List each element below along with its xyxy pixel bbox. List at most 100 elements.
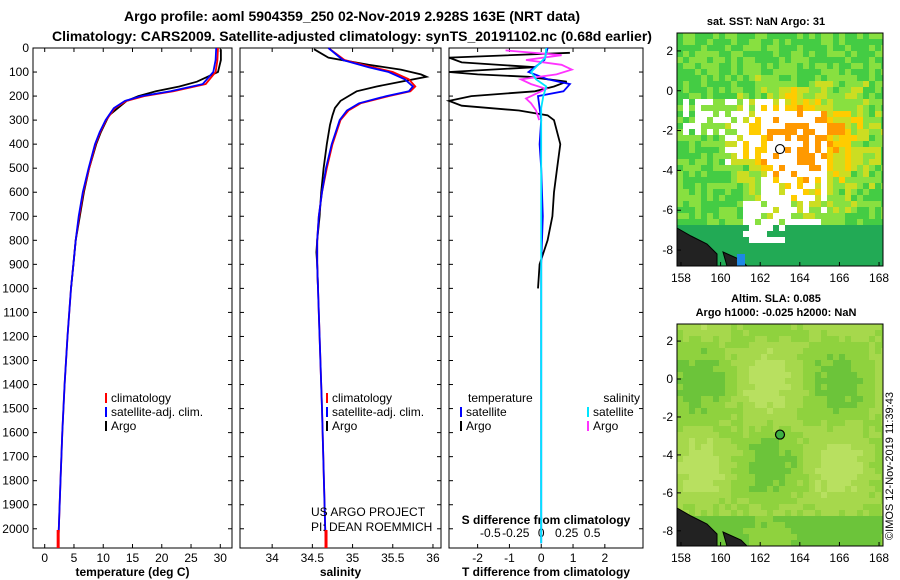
sla-cell: [785, 348, 791, 354]
y-tick-label: 1400: [2, 378, 29, 392]
sst-cell: [857, 33, 863, 39]
sla-cell: [869, 516, 875, 522]
sla-cell: [767, 468, 773, 474]
sla-cell: [881, 366, 883, 372]
sla-cell: [815, 378, 821, 384]
sst-cell: [815, 249, 821, 255]
sst-cell: [725, 129, 731, 135]
sst-cell: [791, 69, 797, 75]
sst-cell: [791, 177, 797, 183]
sst-cell: [707, 63, 713, 69]
sst-cell: [677, 135, 683, 141]
sla-cell: [719, 324, 725, 330]
sla-cell: [767, 426, 773, 432]
sst-cell: [713, 39, 719, 45]
sst-cell: [773, 213, 779, 219]
sla-cell: [821, 408, 827, 414]
sla-cell: [701, 492, 707, 498]
sst-cell: [839, 249, 845, 255]
sst-cell: [749, 81, 755, 87]
sst-cell: [707, 135, 713, 141]
sst-cell: [851, 159, 857, 165]
sla-cell: [815, 342, 821, 348]
sst-cell: [797, 93, 803, 99]
sla-cell: [701, 354, 707, 360]
sla-cell: [677, 396, 683, 402]
sst-cell: [713, 207, 719, 213]
sla-cell: [833, 438, 839, 444]
sla-cell: [863, 354, 869, 360]
sst-cell: [875, 135, 881, 141]
sla-cell: [761, 360, 767, 366]
sla-cell: [719, 474, 725, 480]
sst-cell: [851, 141, 857, 147]
sla-cell: [743, 336, 749, 342]
sla-cell: [851, 444, 857, 450]
sla-cell: [875, 366, 881, 372]
sst-cell: [845, 93, 851, 99]
sst-cell: [803, 171, 809, 177]
sst-cell: [725, 189, 731, 195]
sst-cell: [689, 219, 695, 225]
sst-cell: [737, 183, 743, 189]
sla-cell: [707, 348, 713, 354]
sst-cell: [755, 63, 761, 69]
sla-cell: [833, 492, 839, 498]
sla-cell: [839, 384, 845, 390]
sla-cell: [707, 360, 713, 366]
sla-cell: [731, 402, 737, 408]
sla-cell: [857, 528, 863, 534]
sst-cell: [785, 87, 791, 93]
sst-cell: [839, 189, 845, 195]
sla-cell: [779, 450, 785, 456]
sla-cell: [701, 474, 707, 480]
sst-cell: [761, 153, 767, 159]
sla-cell: [725, 390, 731, 396]
sst-cell: [767, 69, 773, 75]
y-tick-label: 2: [666, 44, 673, 58]
sla-cell: [695, 462, 701, 468]
sst-cell: [695, 213, 701, 219]
sla-cell: [833, 348, 839, 354]
sla-cell: [839, 534, 845, 540]
sla-cell: [689, 432, 695, 438]
sst-cell: [863, 195, 869, 201]
sla-cell: [803, 384, 809, 390]
sla-cell: [761, 324, 767, 330]
sst-cell: [761, 243, 767, 249]
sla-cell: [773, 390, 779, 396]
sla-cell: [821, 432, 827, 438]
sst-cell: [743, 255, 749, 261]
sla-cell: [839, 414, 845, 420]
sst-cell: [755, 225, 761, 231]
argo-temperature-diff-line: [445, 51, 570, 289]
sla-cell: [791, 480, 797, 486]
sla-cell: [815, 336, 821, 342]
sla-cell: [725, 432, 731, 438]
sst-cell: [863, 129, 869, 135]
sst-cell: [869, 189, 875, 195]
sst-cell: [743, 207, 749, 213]
sst-cell: [881, 141, 883, 147]
sla-cell: [785, 468, 791, 474]
sla-cell: [851, 390, 857, 396]
y-tick-label: -6: [662, 203, 673, 217]
sst-cell: [803, 105, 809, 111]
sla-cell: [731, 426, 737, 432]
sla-cell: [755, 510, 761, 516]
sla-cell: [779, 414, 785, 420]
sst-cell: [749, 165, 755, 171]
sla-cell: [821, 336, 827, 342]
sla-cell: [833, 330, 839, 336]
sla-cell: [779, 402, 785, 408]
sst-cell: [713, 249, 719, 255]
sst-cell: [731, 75, 737, 81]
sst-cell: [719, 249, 725, 255]
sla-cell: [707, 414, 713, 420]
sst-cell: [785, 75, 791, 81]
sst-cell: [791, 45, 797, 51]
sst-cell: [857, 171, 863, 177]
sla-cell: [881, 492, 883, 498]
sla-cell: [815, 456, 821, 462]
sst-cell: [737, 123, 743, 129]
